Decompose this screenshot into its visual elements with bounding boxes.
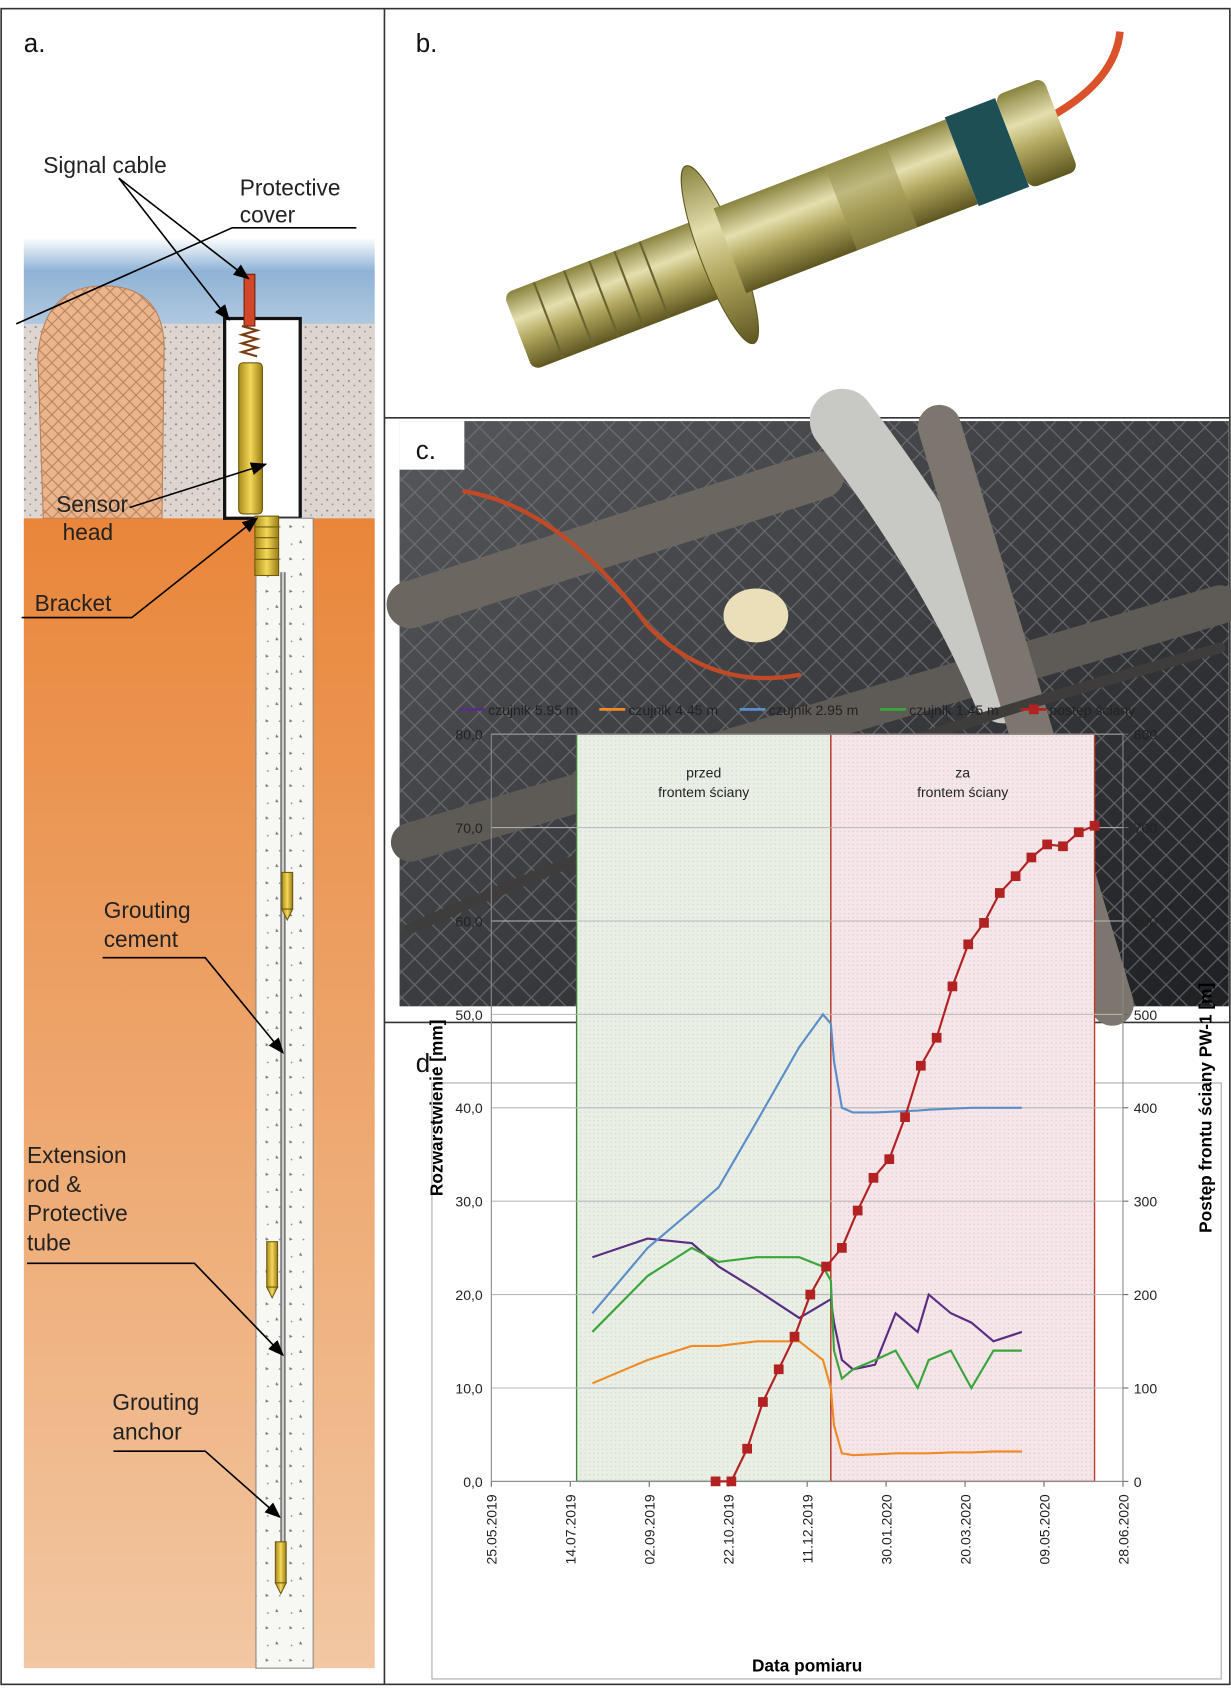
data-point: [932, 1033, 942, 1043]
legend-label: czujnik 4.45 m: [628, 702, 718, 718]
region-label: frontem ściany: [658, 784, 749, 800]
y2-tick-label: 400: [1134, 1100, 1158, 1116]
data-point: [1090, 821, 1100, 831]
region-label: za: [955, 764, 970, 780]
data-point: [1074, 827, 1084, 837]
y2-tick-label: 700: [1134, 820, 1158, 836]
data-point: [1058, 841, 1068, 851]
legend-label: czujnik 2.95 m: [769, 702, 859, 718]
y2-tick-label: 300: [1134, 1194, 1158, 1210]
data-point: [963, 939, 973, 949]
y2-tick-label: 500: [1134, 1007, 1158, 1023]
data-point: [837, 1243, 847, 1253]
diagram-label: Extension: [27, 1142, 127, 1168]
diagram-label: anchor: [112, 1418, 182, 1444]
diagram-label: Protective: [27, 1200, 128, 1226]
y-tick-label: 20,0: [455, 1287, 482, 1303]
data-point: [1027, 853, 1037, 863]
y-tick-label: 10,0: [455, 1380, 482, 1396]
x-tick-label: 28.06.2020: [1115, 1494, 1131, 1564]
diagram-label: Grouting: [112, 1389, 199, 1415]
x-tick-label: 25.05.2019: [484, 1494, 500, 1564]
data-point: [853, 1206, 863, 1216]
data-point: [790, 1332, 800, 1342]
y2-tick-label: 200: [1134, 1287, 1158, 1303]
y-tick-label: 0,0: [463, 1474, 483, 1490]
x-tick-label: 30.01.2020: [879, 1494, 895, 1564]
y2-tick-label: 600: [1134, 913, 1158, 929]
x-tick-label: 20.03.2020: [957, 1494, 973, 1564]
x-tick-label: 02.09.2019: [642, 1494, 658, 1564]
x-tick-label: 14.07.2019: [563, 1494, 579, 1564]
legend-label: czujnik 1.45 m: [909, 702, 999, 718]
diagram-label: tube: [27, 1229, 71, 1255]
region-label: przed: [686, 764, 721, 780]
x-tick-label: 09.05.2020: [1036, 1494, 1052, 1564]
y2-tick-label: 800: [1134, 727, 1158, 743]
diagram-label: Bracket: [35, 590, 113, 616]
x-tick-label: 22.10.2019: [721, 1494, 737, 1564]
y-tick-label: 40,0: [455, 1100, 482, 1116]
sensor-image: b.: [416, 3, 1178, 420]
data-point: [948, 982, 958, 992]
y2-axis-title: Postęp frontu ściany PW-1 [m]: [1196, 983, 1216, 1233]
diagram-label: head: [63, 519, 113, 545]
data-point: [916, 1061, 926, 1071]
y-tick-label: 80,0: [455, 727, 482, 743]
panel-label: a.: [24, 30, 46, 58]
data-point: [758, 1397, 768, 1407]
legend-marker: [1029, 705, 1039, 715]
data-point: [742, 1444, 752, 1454]
legend-label: czujnik 5.95 m: [488, 702, 578, 718]
y2-tick-label: 0: [1134, 1474, 1142, 1490]
data-point: [711, 1477, 721, 1487]
x-axis-title: Data pomiaru: [752, 1655, 862, 1675]
diagram-label: Protective: [240, 174, 341, 200]
diagram-label: rod &: [27, 1171, 81, 1197]
diagram-label: cover: [240, 201, 296, 227]
diagram-label: Sensor: [56, 491, 128, 517]
data-point: [869, 1173, 879, 1183]
data-point: [1042, 840, 1052, 850]
y-tick-label: 70,0: [455, 820, 482, 836]
data-point: [979, 918, 989, 928]
data-point: [884, 1154, 894, 1164]
region-label: frontem ściany: [917, 784, 1008, 800]
diagram-label: Grouting: [104, 897, 191, 923]
data-point: [726, 1477, 736, 1487]
figure: a. Signal cable Protective cover Sensor …: [0, 0, 1231, 1693]
data-point: [821, 1262, 831, 1272]
data-point: [900, 1112, 910, 1122]
x-tick-label: 11.12.2019: [800, 1494, 816, 1563]
y-axis-title: Rozwarstwienie [mm]: [427, 1020, 447, 1197]
data-point: [774, 1364, 784, 1374]
y2-tick-label: 100: [1134, 1380, 1158, 1396]
panel-label: c.: [416, 437, 436, 465]
data-point: [805, 1290, 815, 1300]
y-tick-label: 30,0: [455, 1194, 482, 1210]
legend-label: postęp ściany: [1049, 702, 1135, 718]
data-point: [1011, 871, 1021, 881]
diagram-label: cement: [104, 926, 179, 952]
borehole-diagram: a. Signal cable Protective cover Sensor …: [16, 30, 374, 1668]
y-tick-label: 60,0: [455, 913, 482, 929]
y-tick-label: 50,0: [455, 1007, 482, 1023]
data-point: [995, 888, 1005, 898]
diagram-label: Signal cable: [43, 152, 166, 178]
panel-label: b.: [416, 30, 438, 58]
